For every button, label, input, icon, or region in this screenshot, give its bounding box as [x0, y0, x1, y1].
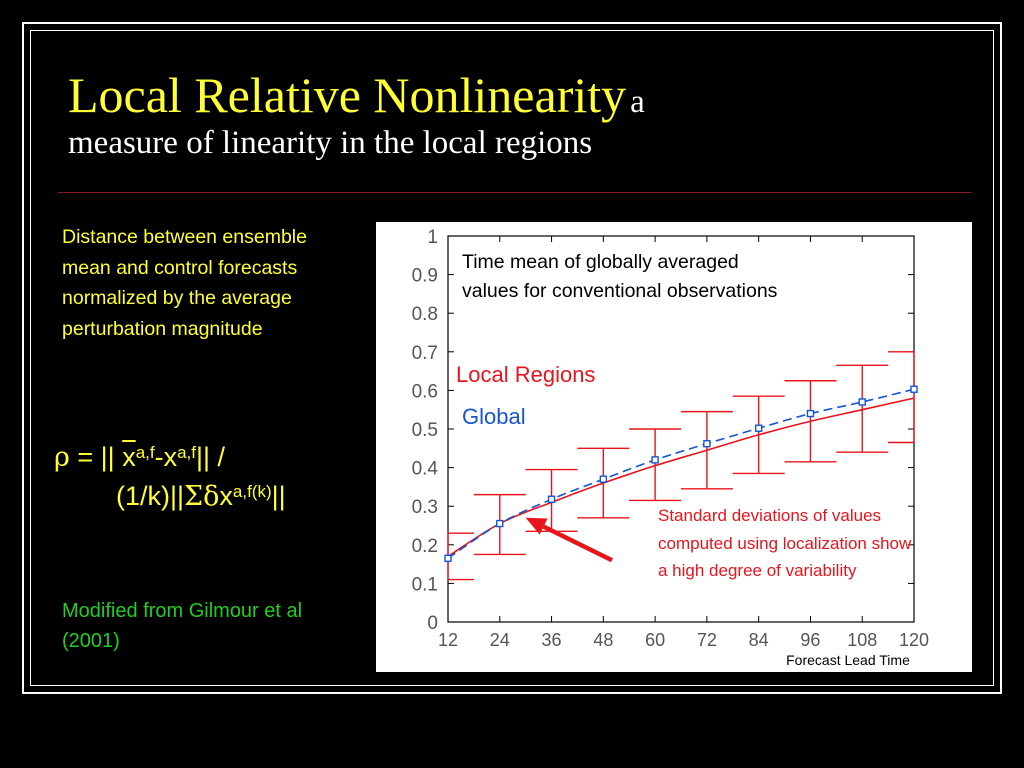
slide-frame-inner — [30, 30, 994, 686]
formula-sup3: a,f(k) — [232, 482, 272, 501]
credit-text: Modified from Gilmour et al (2001) — [62, 600, 303, 652]
global-point — [651, 456, 659, 464]
global-point — [547, 495, 556, 503]
formula-tail2: || — [271, 481, 286, 511]
x-tick-label: 48 — [593, 630, 613, 650]
formula-rho: ρ — [54, 442, 70, 473]
global-point — [496, 519, 504, 528]
formula-eq: = || — [69, 442, 123, 472]
y-tick-label: 0.8 — [412, 304, 438, 325]
formula-sup1: a,f — [135, 443, 155, 462]
global-point — [806, 409, 815, 418]
formula-line-2: (1/k)||Σδxa,f(k)|| — [54, 477, 374, 516]
x-axis-label: Forecast Lead Time — [786, 652, 910, 668]
x-axis-label-wrap: Forecast Lead Time — [376, 652, 948, 668]
formula-line-1: ρ = || xa,f-xa,f|| / — [54, 438, 374, 477]
x-tick-label: 96 — [800, 630, 820, 650]
global-point — [444, 554, 452, 563]
formula-tail1: || / — [196, 442, 226, 472]
annotation-arrow-head — [525, 517, 548, 535]
global-point — [858, 398, 866, 406]
y-tick-label: 0.9 — [412, 266, 438, 287]
legend-local-regions: Local Regions — [456, 362, 596, 387]
y-tick-label: 0.1 — [412, 574, 438, 595]
annotation-arrow-shaft — [542, 524, 613, 563]
x-tick-label: 108 — [847, 630, 877, 650]
global-point — [703, 439, 711, 448]
chart-panel: 0 0.1 0.2 0.3 0.4 0.5 0.6 0.7 0.8 0.9 1 12 24 36 48 60 7… — [376, 222, 972, 672]
y-tick-label: 0.4 — [412, 459, 439, 480]
x-tick-label: 60 — [645, 630, 665, 650]
legend-global: Global — [462, 404, 526, 429]
title-sub-line2: measure of linearity in the local region… — [68, 125, 593, 161]
x-tick-label: 12 — [438, 630, 458, 650]
y-tick-label: 0.5 — [412, 420, 438, 441]
x-tick-label: 120 — [899, 630, 929, 650]
formula-l2-start: (1/k)|| — [116, 481, 185, 511]
formula-minus: -x — [154, 442, 178, 472]
y-tick-label: 0.3 — [412, 497, 438, 518]
title-line-1: Local Relative Nonlinearity a — [68, 66, 948, 124]
x-tick-label: 72 — [697, 630, 717, 650]
formula-xbar: x — [122, 442, 136, 472]
y-tick-label: 0.6 — [412, 381, 438, 402]
chart-annotation-mean: Time mean of globally averaged values fo… — [462, 251, 778, 302]
global-point — [599, 475, 608, 483]
slide-frame-outer — [22, 22, 1002, 694]
y-tick-label: 0.2 — [412, 536, 438, 557]
series-line-global — [447, 388, 915, 559]
title-divider — [58, 192, 972, 193]
formula-sup2: a,f — [177, 443, 196, 462]
series-line-local-regions — [447, 397, 915, 558]
x-tick-label: 84 — [749, 630, 769, 650]
x-tick-label: 24 — [490, 630, 510, 650]
formula-sigma-delta: Σδ — [184, 481, 220, 512]
y-tick-label: 0 — [427, 613, 438, 634]
title-main: Local Relative Nonlinearity — [68, 67, 627, 123]
formula-x3: x — [219, 481, 233, 511]
y-tick-label: 1 — [427, 227, 438, 248]
y-tick-label: 0.7 — [412, 343, 438, 364]
slide-title: Local Relative Nonlinearity a measure of… — [68, 66, 948, 162]
x-tick-label: 36 — [542, 630, 562, 650]
title-sub-inline: a — [630, 84, 645, 120]
global-point — [910, 385, 918, 393]
chart-annotation-std: Standard deviations of values computed u… — [658, 506, 912, 580]
formula: ρ = || xa,f-xa,f|| / (1/k)||Σδxa,f(k)|| — [54, 438, 374, 516]
global-point — [754, 424, 763, 432]
description-text: Distance between ensemble mean and contr… — [62, 226, 307, 340]
chart-svg: 0 0.1 0.2 0.3 0.4 0.5 0.6 0.7 0.8 0.9 1 12 24 36 48 60 7… — [412, 227, 929, 650]
